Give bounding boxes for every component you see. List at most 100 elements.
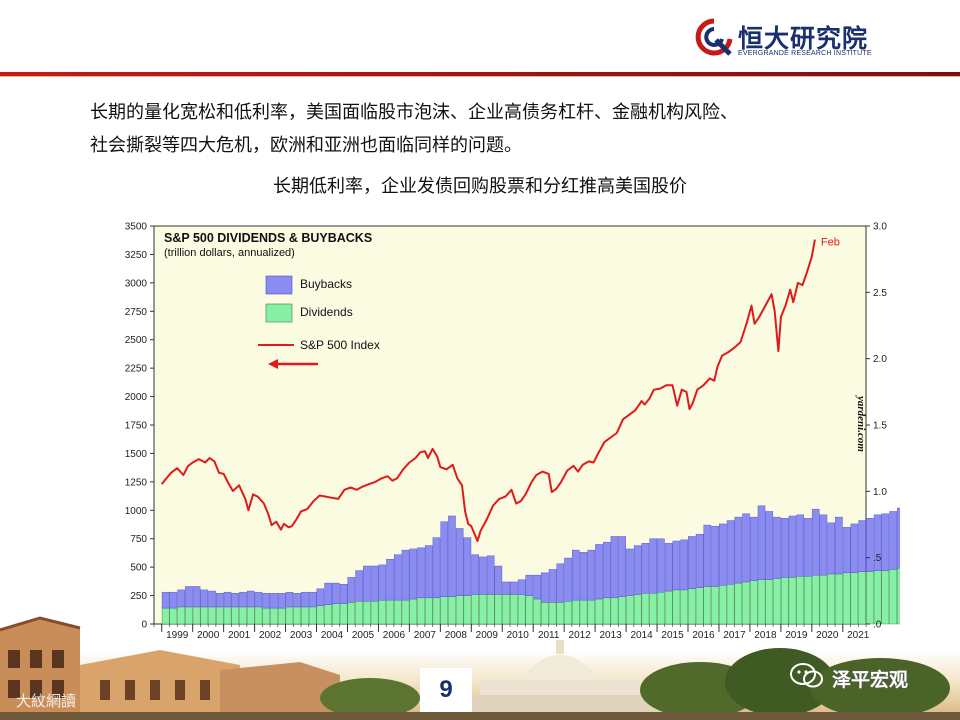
footer-banner [0, 610, 960, 720]
buyback-bar [301, 591, 309, 608]
buyback-bar [378, 564, 387, 601]
buyback-bar [277, 593, 286, 609]
buyback-bar [649, 538, 657, 594]
x-tick-label: 2000 [197, 630, 220, 641]
buyback-bar [316, 588, 325, 607]
buyback-bar [293, 593, 301, 608]
buyback-bar [711, 526, 719, 587]
buyback-bar [308, 591, 317, 608]
left-tick-label: 2000 [125, 392, 148, 403]
chart-container: 0 250 500 750 1000 1250 1500 1750 2000 2250 2500 27… [110, 212, 960, 648]
right-tick-label: 1.5 [873, 421, 887, 432]
footer-scenery [0, 616, 960, 720]
x-tick-label: 2002 [259, 630, 282, 641]
x-tick-label: 2020 [816, 630, 839, 641]
left-tick-label: 250 [130, 591, 147, 602]
buyback-bar [231, 593, 240, 608]
header-bar: 恒大研究院 EVERGRANDE RESEARCH INSTITUTE [0, 0, 960, 74]
buyback-bar [432, 537, 441, 599]
x-tick-label: 2014 [630, 630, 653, 641]
sp500-chart: 0 250 500 750 1000 1250 1500 1750 2000 2250 2500 27… [125, 222, 960, 641]
buyback-bar [510, 581, 518, 595]
chart-subtitle: (trillion dollars, annualized) [164, 247, 295, 259]
buyback-bar [417, 547, 425, 599]
legend-label-buybacks: Buybacks [300, 277, 352, 291]
left-tick-label: 3250 [125, 250, 148, 261]
buyback-bar [324, 582, 332, 605]
logo-chinese-text: 恒大研究院 [738, 24, 869, 53]
buyback-bar [455, 528, 464, 596]
buyback-bar [595, 544, 603, 600]
buyback-bar [719, 523, 727, 586]
header-divider [0, 72, 960, 76]
left-tick-label: 3500 [125, 222, 148, 233]
annotation-feb: Feb [821, 237, 840, 249]
buyback-bar [332, 582, 340, 604]
legend-label-index: S&P 500 Index [300, 338, 380, 352]
buyback-bar [440, 521, 448, 597]
left-tick-label: 1000 [125, 506, 148, 517]
buyback-bar [254, 591, 263, 608]
x-tick-label: 2016 [692, 630, 715, 641]
buyback-bar [525, 574, 534, 596]
buyback-bar [246, 590, 255, 608]
buyback-bar [347, 577, 356, 603]
buyback-bar [610, 536, 619, 599]
buyback-bar [873, 514, 882, 571]
page-number: 9 [420, 668, 472, 712]
buyback-bar [602, 541, 611, 599]
buyback-bar [680, 539, 688, 591]
buyback-bar [270, 593, 278, 609]
buyback-bar [177, 589, 185, 608]
buyback-bar [494, 565, 503, 595]
buyback-bar [216, 593, 224, 608]
x-tick-label: 2010 [507, 630, 530, 641]
left-tick-label: 1750 [125, 421, 148, 432]
body-line-2: 社会撕裂等四大危机，欧洲和亚洲也面临同样的问题。 [90, 135, 522, 156]
buyback-bar [695, 533, 704, 588]
logo: 恒大研究院 EVERGRANDE RESEARCH INSTITUTE [694, 18, 894, 62]
x-tick-label: 2007 [414, 630, 437, 641]
buyback-bar [788, 515, 797, 578]
buyback-bar [192, 586, 201, 608]
buyback-bar [533, 574, 541, 600]
buyback-bar [285, 591, 294, 608]
buyback-bar [811, 508, 820, 576]
x-tick-label: 2012 [569, 630, 592, 641]
buyback-bar [796, 514, 804, 577]
x-tick-label: 2005 [352, 630, 375, 641]
buyback-bar [750, 516, 758, 581]
left-tick-label: 1250 [125, 477, 148, 488]
left-tick-label: 1500 [125, 449, 148, 460]
logo-english-text: EVERGRANDE RESEARCH INSTITUTE [738, 50, 872, 57]
legend-swatch-buybacks [265, 275, 293, 295]
buyback-bar [239, 591, 247, 608]
buyback-bar [424, 545, 433, 599]
buyback-bar [726, 520, 735, 585]
buyback-bar [401, 549, 410, 601]
buyback-bar [664, 543, 673, 592]
right-tick-label: .5 [873, 553, 882, 564]
buyback-bar [479, 556, 487, 595]
left-arrowhead-icon [268, 359, 278, 369]
x-tick-label: 2006 [383, 630, 406, 641]
sp500-index-line [160, 239, 816, 542]
right-tick-label: 2.5 [873, 288, 887, 299]
left-tick-label: 2250 [125, 364, 148, 375]
left-tick-label: 2750 [125, 307, 148, 318]
buyback-bar [850, 523, 859, 574]
chart-caption: 长期低利率，企业发债回购股票和分红推高美国股价 [273, 176, 687, 197]
chart-title: S&P 500 DIVIDENDS & BUYBACKS [164, 231, 372, 245]
buyback-bar [471, 554, 479, 595]
buyback-bar [858, 520, 866, 572]
buyback-bar [409, 548, 418, 600]
body-line-1: 长期的量化宽松和低利率，美国面临股市泡沫、企业高债务杠杆、金融机构风险、 [90, 102, 738, 123]
buyback-bar [448, 515, 456, 597]
buyback-bar [757, 505, 766, 580]
buyback-bar [463, 537, 472, 596]
buyback-bar [363, 565, 371, 602]
buyback-bar [827, 522, 835, 575]
buyback-bar [819, 514, 828, 576]
right-tick-label: 3.0 [873, 222, 887, 233]
buyback-bar [564, 557, 572, 602]
